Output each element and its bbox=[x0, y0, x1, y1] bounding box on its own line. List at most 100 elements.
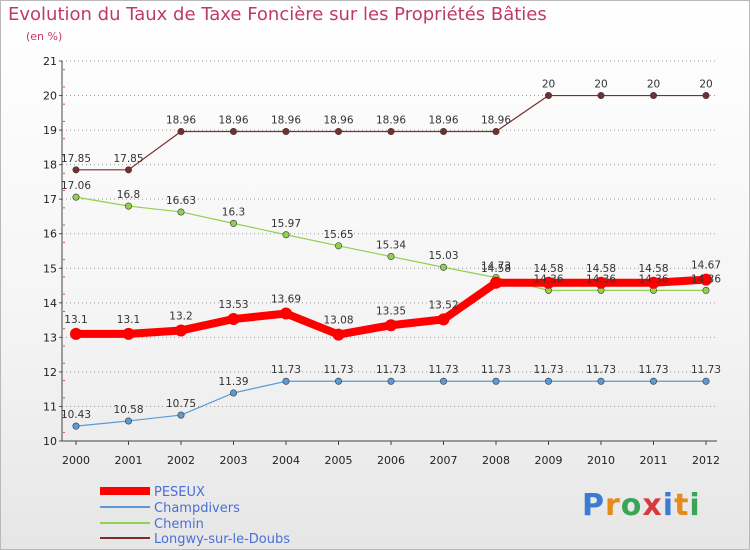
data-label-longwy-sur-le-doubs: 20 bbox=[647, 79, 660, 91]
data-point-longwy-sur-le-doubs bbox=[702, 92, 710, 100]
y-tick-label: 12 bbox=[43, 366, 57, 379]
axes: 10 11 12 13 14 15 16 17 18 19 20 21 2000 2001 2002 2003… bbox=[43, 55, 720, 467]
data-point-peseux bbox=[227, 313, 240, 326]
data-point-champdivers bbox=[702, 377, 710, 385]
data-point-chemin bbox=[177, 208, 185, 216]
data-label-peseux: 13.08 bbox=[323, 315, 353, 327]
data-point-peseux bbox=[175, 324, 187, 337]
y-tick-label: 17 bbox=[43, 193, 57, 206]
legend: PESEUXChampdiversCheminLongwy-sur-le-Dou… bbox=[100, 485, 290, 547]
data-point-chemin bbox=[387, 253, 395, 261]
data-point-champdivers bbox=[177, 411, 185, 419]
data-label-champdivers: 11.73 bbox=[271, 364, 301, 376]
data-label-chemin: 15.34 bbox=[376, 240, 406, 252]
data-label-longwy-sur-le-doubs: 18.96 bbox=[166, 114, 196, 126]
data-point-peseux bbox=[122, 327, 135, 340]
data-label-champdivers: 11.39 bbox=[218, 376, 248, 388]
data-label-longwy-sur-le-doubs: 20 bbox=[594, 79, 607, 91]
data-point-longwy-sur-le-doubs bbox=[649, 92, 657, 100]
data-point-champdivers bbox=[439, 377, 447, 385]
legend-label-longwy-sur-le-doubs: Longwy-sur-le-Doubs bbox=[154, 532, 290, 547]
x-tick-label: 2000 bbox=[62, 454, 90, 467]
data-point-longwy-sur-le-doubs bbox=[439, 127, 447, 135]
data-point-longwy-sur-le-doubs bbox=[544, 92, 552, 100]
x-tick-label: 2005 bbox=[325, 454, 353, 467]
data-point-longwy-sur-le-doubs bbox=[282, 127, 290, 135]
y-tick-label: 15 bbox=[43, 262, 57, 275]
series-layer bbox=[70, 92, 712, 430]
data-point-peseux bbox=[332, 328, 345, 341]
y-tick-label: 16 bbox=[43, 228, 57, 241]
data-label-chemin: 16.63 bbox=[166, 195, 196, 207]
logo-letter: r bbox=[605, 488, 621, 523]
data-point-chemin bbox=[702, 286, 710, 294]
data-point-peseux bbox=[70, 327, 82, 340]
data-label-champdivers: 11.73 bbox=[428, 364, 458, 376]
data-label-chemin: 14.73 bbox=[481, 261, 511, 273]
x-tick-label: 2007 bbox=[430, 454, 458, 467]
data-point-peseux bbox=[385, 319, 397, 332]
data-point-longwy-sur-le-doubs bbox=[125, 166, 133, 174]
data-point-chemin bbox=[72, 193, 80, 201]
data-point-champdivers bbox=[597, 377, 605, 385]
data-point-peseux bbox=[542, 276, 555, 289]
data-label-longwy-sur-le-doubs: 18.96 bbox=[376, 114, 406, 126]
data-label-champdivers: 11.73 bbox=[323, 364, 353, 376]
data-label-peseux: 14.67 bbox=[691, 260, 721, 272]
data-point-champdivers bbox=[230, 389, 238, 397]
data-label-peseux: 14.58 bbox=[481, 263, 511, 275]
legend-label-peseux: PESEUX bbox=[154, 485, 205, 500]
data-point-longwy-sur-le-doubs bbox=[177, 127, 185, 135]
data-point-longwy-sur-le-doubs bbox=[387, 127, 395, 135]
data-label-longwy-sur-le-doubs: 20 bbox=[542, 79, 555, 91]
chart-subtitle: (en %) bbox=[26, 30, 63, 43]
data-point-champdivers bbox=[282, 377, 290, 385]
chart-title: Evolution du Taux de Taxe Foncière sur l… bbox=[8, 4, 547, 25]
data-point-peseux bbox=[280, 307, 292, 320]
logo-letter: o bbox=[620, 488, 643, 523]
y-tick-label: 18 bbox=[43, 159, 57, 172]
logo-letter: t bbox=[674, 488, 690, 523]
x-tick-label: 2004 bbox=[272, 454, 300, 467]
data-label-champdivers: 10.75 bbox=[166, 398, 196, 410]
data-label-longwy-sur-le-doubs: 18.96 bbox=[271, 114, 301, 126]
data-point-champdivers bbox=[492, 377, 500, 385]
data-label-peseux: 13.69 bbox=[271, 294, 301, 306]
data-label-champdivers: 11.73 bbox=[691, 364, 721, 376]
data-label-chemin: 14.36 bbox=[533, 273, 563, 285]
data-point-champdivers bbox=[72, 422, 80, 430]
data-label-champdivers: 11.73 bbox=[376, 364, 406, 376]
data-point-champdivers bbox=[334, 377, 342, 385]
y-tick-label: 20 bbox=[43, 90, 57, 103]
data-label-chemin: 14.36 bbox=[691, 273, 721, 285]
y-tick-label: 10 bbox=[43, 435, 57, 448]
data-label-longwy-sur-le-doubs: 18.96 bbox=[481, 114, 511, 126]
data-label-longwy-sur-le-doubs: 17.85 bbox=[61, 153, 91, 165]
data-label-champdivers: 11.73 bbox=[638, 364, 668, 376]
proxiti-logo: Proxiti bbox=[582, 488, 701, 523]
data-label-peseux: 13.1 bbox=[64, 314, 87, 326]
legend-label-chemin: Chemin bbox=[154, 517, 204, 532]
data-label-longwy-sur-le-doubs: 18.96 bbox=[428, 114, 458, 126]
data-label-champdivers: 10.58 bbox=[113, 404, 143, 416]
data-label-champdivers: 11.73 bbox=[481, 364, 511, 376]
data-label-longwy-sur-le-doubs: 18.96 bbox=[323, 114, 353, 126]
y-tick-label: 19 bbox=[43, 124, 57, 137]
data-label-chemin: 15.97 bbox=[271, 218, 301, 230]
logo-letter: x bbox=[642, 488, 663, 523]
y-tick-label: 14 bbox=[43, 297, 57, 310]
data-point-peseux bbox=[595, 276, 607, 289]
data-point-peseux bbox=[490, 276, 502, 289]
data-label-peseux: 13.35 bbox=[376, 305, 406, 317]
data-label-peseux: 13.52 bbox=[428, 299, 458, 311]
data-point-chemin bbox=[334, 242, 342, 250]
data-point-champdivers bbox=[544, 377, 552, 385]
data-point-chemin bbox=[230, 219, 238, 227]
data-point-longwy-sur-le-doubs bbox=[230, 127, 238, 135]
x-tick-label: 2002 bbox=[167, 454, 195, 467]
x-tick-label: 2001 bbox=[115, 454, 143, 467]
data-label-chemin: 16.8 bbox=[117, 189, 140, 201]
data-point-peseux bbox=[437, 313, 450, 326]
